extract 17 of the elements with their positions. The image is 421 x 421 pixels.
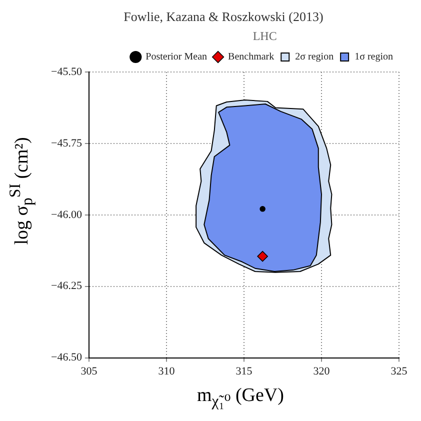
y-tick-label: −45.75 <box>50 137 82 150</box>
x-tick-label: 325 <box>390 365 408 378</box>
x-axis-title: m$_{χ̃₁⁰}$ (GeV) <box>196 385 285 411</box>
y-tick-label: −46.50 <box>50 352 82 364</box>
legend-label: 2σ region <box>295 52 334 63</box>
x-tick-label: 310 <box>158 365 176 378</box>
y-tick-label: −45.50 <box>50 66 82 78</box>
y-tick-label: −46.00 <box>50 208 82 221</box>
chart-title: Fowlie, Kazana & Roszkowski (2013) <box>124 9 324 24</box>
legend-title: LHC <box>252 28 277 43</box>
x-tick-label: 320 <box>313 365 330 378</box>
y-tick-label: −46.25 <box>50 280 82 292</box>
legend-label: Benchmark <box>228 52 274 63</box>
legend-label: Posterior Mean <box>146 52 208 63</box>
legend-label: 1σ region <box>354 52 393 63</box>
x-tick-label: 315 <box>236 365 253 378</box>
x-tick-label: 305 <box>80 365 98 378</box>
